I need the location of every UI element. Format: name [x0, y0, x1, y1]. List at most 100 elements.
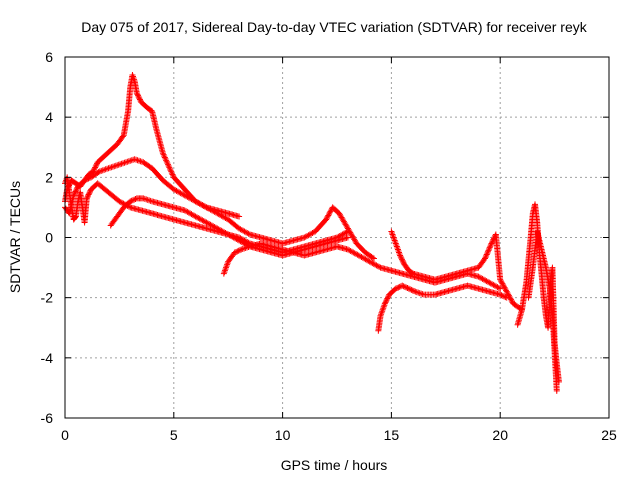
data-point: [416, 290, 423, 297]
data-point: [495, 284, 502, 291]
data-point: [163, 158, 170, 165]
data-point: [242, 245, 249, 252]
data-point: [115, 161, 122, 168]
chart-title: Day 075 of 2017, Sidereal Day-to-day VTE…: [81, 19, 587, 35]
data-point: [104, 165, 111, 172]
gridlines: [65, 57, 609, 418]
data-point: [101, 166, 108, 173]
data-point: [131, 156, 138, 163]
data-point: [124, 158, 131, 165]
data-point: [504, 289, 511, 296]
data-point: [327, 208, 334, 215]
data-point: [84, 194, 91, 201]
data-point: [90, 167, 97, 174]
data-point: [369, 254, 376, 261]
data-point: [407, 286, 414, 293]
data-point: [245, 230, 252, 237]
data-point: [127, 198, 134, 205]
x-tick-label: 25: [601, 427, 617, 443]
data-point: [343, 229, 350, 236]
y-tick-label: 4: [45, 109, 53, 125]
data-point: [91, 165, 98, 172]
data-point: [483, 252, 490, 259]
series-arc-2: [62, 156, 377, 262]
data-point: [401, 283, 408, 290]
data-point: [497, 291, 504, 298]
data-point: [112, 162, 119, 169]
data-point: [128, 197, 135, 204]
data-point: [125, 158, 132, 165]
data-point: [324, 213, 331, 220]
x-tick-label: 20: [492, 427, 508, 443]
data-point: [344, 234, 351, 241]
data-point: [506, 293, 513, 300]
data-point: [482, 254, 489, 261]
data-point: [106, 164, 113, 171]
data-point: [85, 191, 92, 198]
data-point: [72, 214, 79, 221]
data-point: [162, 155, 169, 162]
data-point: [161, 154, 168, 161]
data-point: [241, 245, 248, 252]
data-point: [238, 246, 245, 253]
data-point: [239, 246, 246, 253]
data-point: [71, 189, 78, 196]
data-point: [399, 257, 406, 264]
data-point: [497, 276, 504, 283]
data-point: [411, 288, 418, 295]
data-point: [118, 160, 125, 167]
data-point: [102, 166, 109, 173]
data-point: [98, 167, 105, 174]
data-point: [381, 300, 388, 307]
data-point: [135, 92, 142, 99]
data-point: [505, 291, 512, 298]
data-point: [413, 289, 420, 296]
data-point: [384, 294, 391, 301]
data-point: [487, 243, 494, 250]
data-point: [325, 212, 332, 219]
data-point: [121, 159, 128, 166]
data-point: [507, 295, 514, 302]
data-point: [114, 162, 121, 169]
data-point: [133, 90, 140, 97]
x-tick-label: 5: [170, 427, 178, 443]
data-point: [234, 248, 241, 255]
data-point: [326, 211, 333, 218]
data-point: [86, 174, 93, 181]
data-point: [395, 284, 402, 291]
data-point: [161, 153, 168, 160]
data-point: [508, 296, 515, 303]
data-point: [419, 291, 426, 298]
data-point: [405, 285, 412, 292]
data-point: [111, 163, 118, 170]
data-point: [137, 158, 144, 165]
data-point: [168, 170, 175, 177]
y-tick-label: -4: [41, 350, 54, 366]
data-point: [83, 195, 90, 202]
data-point: [245, 244, 252, 251]
data-point: [165, 161, 172, 168]
data-point: [165, 163, 172, 170]
data-point: [484, 250, 491, 257]
data-point: [99, 167, 106, 174]
series-arc-5: [220, 240, 504, 292]
data-point: [396, 283, 403, 290]
data-point: [500, 283, 507, 290]
data-point: [72, 188, 79, 195]
data-point: [169, 171, 176, 178]
data-point: [408, 286, 415, 293]
data-point: [133, 156, 140, 163]
data-point: [135, 93, 142, 100]
x-axis-label: GPS time / hours: [281, 457, 388, 473]
data-point: [400, 258, 407, 265]
data-point: [384, 295, 391, 302]
data-point: [412, 288, 419, 295]
data-point: [244, 244, 251, 251]
x-tick-label: 15: [384, 427, 400, 443]
data-point: [147, 197, 154, 204]
data-point: [92, 163, 99, 170]
data-point: [73, 185, 80, 192]
data-point: [233, 248, 240, 255]
data-point: [117, 161, 124, 168]
